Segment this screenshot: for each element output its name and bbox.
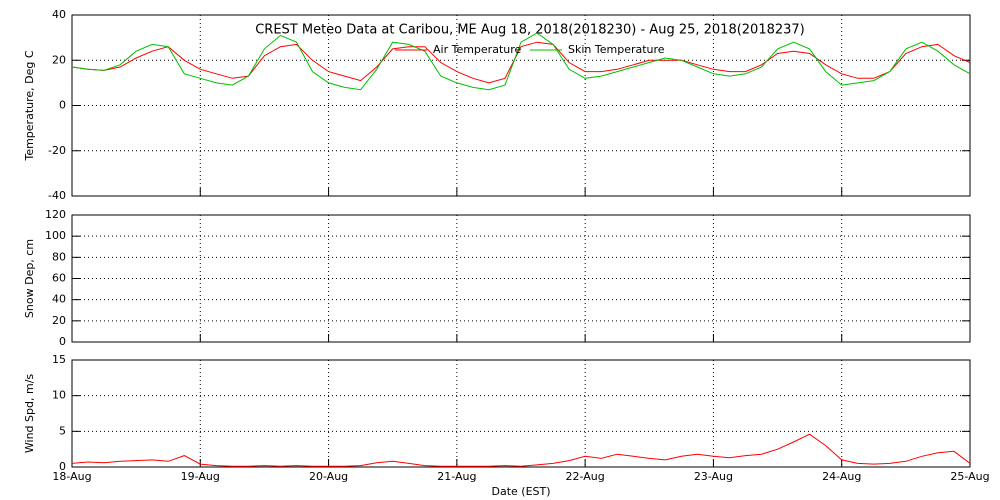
y-tick-label: 40 <box>52 293 66 306</box>
x-tick-label: 22-Aug <box>566 470 605 483</box>
y-tick-label: 20 <box>52 53 66 66</box>
y-tick-label: 80 <box>52 250 66 263</box>
legend-label: Air Temperature <box>433 43 522 56</box>
y-tick-label: 0 <box>59 460 66 473</box>
y-tick-label: 0 <box>59 335 66 348</box>
y-tick-label: -20 <box>48 144 66 157</box>
y-axis-label: Temperature, Deg C <box>23 50 36 161</box>
data-line <box>71 41 971 84</box>
x-tick-label: 24-Aug <box>822 470 861 483</box>
x-tick-label: 19-Aug <box>181 470 220 483</box>
y-tick-label: 20 <box>52 314 66 327</box>
y-tick-label: -40 <box>48 189 66 202</box>
y-tick-label: 5 <box>59 424 66 437</box>
x-tick-label: 21-Aug <box>437 470 476 483</box>
x-tick-label: 23-Aug <box>694 470 733 483</box>
data-line <box>71 32 971 91</box>
x-tick-label: 25-Aug <box>950 470 989 483</box>
x-tick-label: 20-Aug <box>309 470 348 483</box>
chart-title: CREST Meteo Data at Caribou, ME Aug 18, … <box>255 23 805 38</box>
y-tick-label: 100 <box>45 229 66 242</box>
plot-frame <box>71 359 971 468</box>
y-tick-label: 0 <box>59 99 66 112</box>
y-tick-label: 15 <box>52 353 66 366</box>
y-axis-label: Wind Spd, m/s <box>23 374 36 454</box>
y-tick-label: 120 <box>45 208 66 221</box>
x-tick-label: 18-Aug <box>52 470 91 483</box>
legend-label: Skin Temperature <box>568 43 665 56</box>
data-line <box>71 433 971 467</box>
y-tick-label: 60 <box>52 272 66 285</box>
x-axis-label: Date (EST) <box>491 485 550 498</box>
y-axis-label: Snow Dep, cm <box>23 239 36 318</box>
y-tick-label: 40 <box>52 8 66 21</box>
y-tick-label: 10 <box>52 389 66 402</box>
